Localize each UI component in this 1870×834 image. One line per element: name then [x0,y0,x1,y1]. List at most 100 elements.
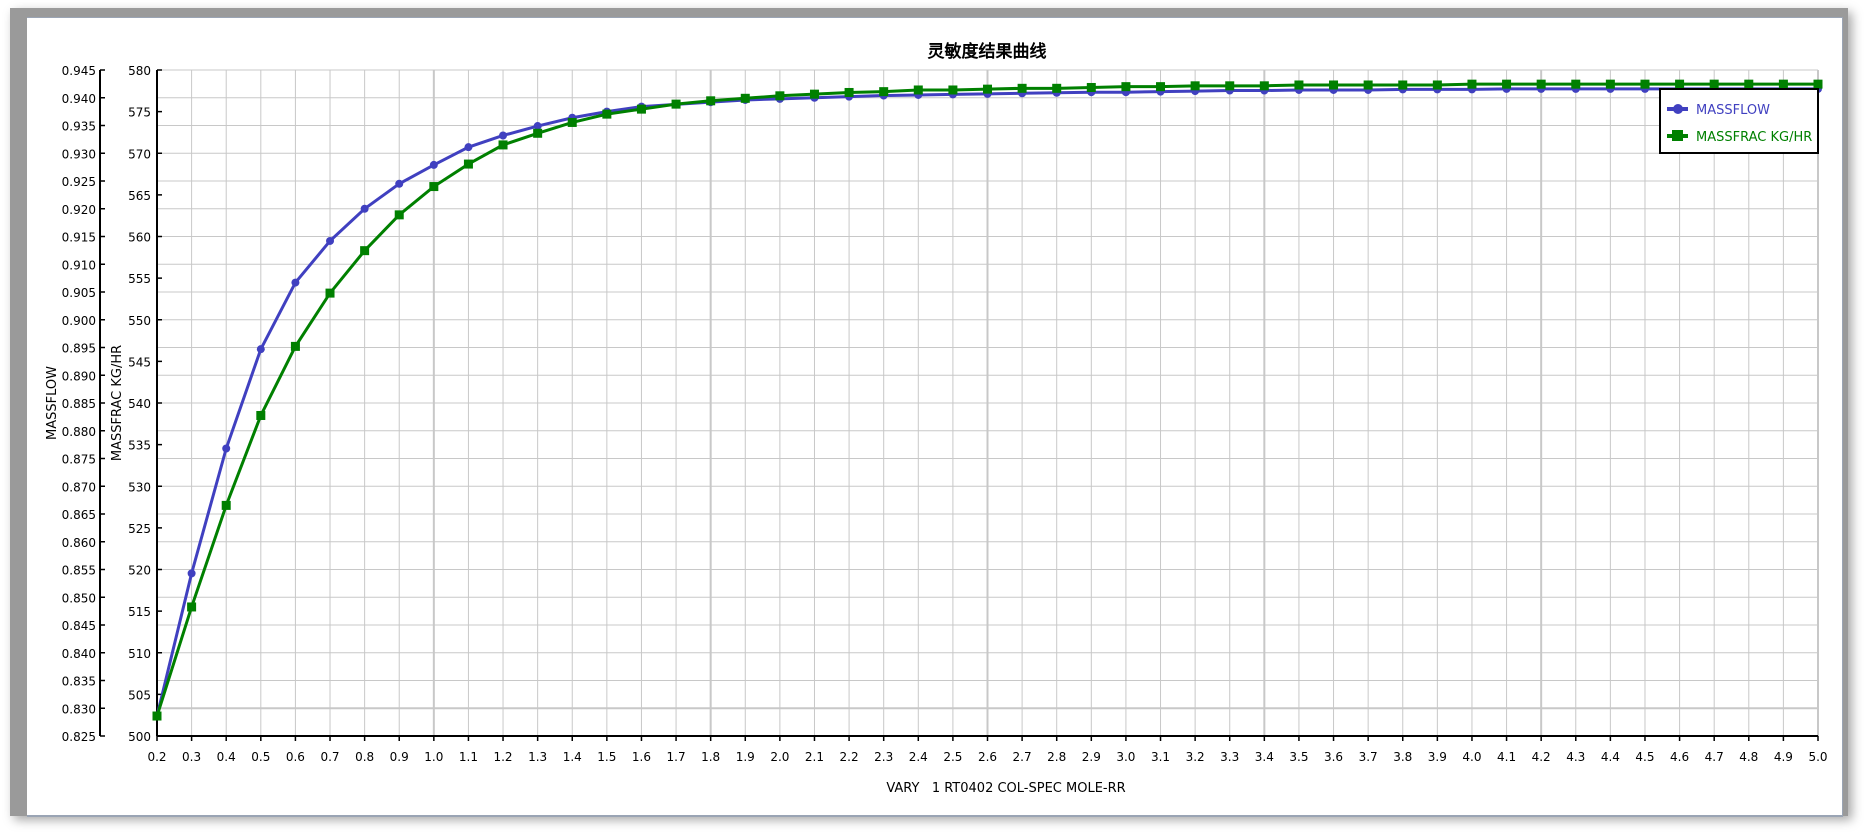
x-tick-label: 2.7 [1013,750,1032,764]
data-point-massfrac [1536,79,1546,89]
x-tick-label: 4.9 [1774,750,1793,764]
data-point-massfrac [1640,79,1650,89]
data-point-massfrac [152,711,162,721]
x-tick-label: 2.9 [1082,750,1101,764]
data-point-massfrac [1190,81,1200,91]
x-tick-label: 1.8 [701,750,720,764]
data-point-massfrac [636,104,646,114]
y-left-tick-label: 0.910 [62,258,96,272]
y-left-tick-label: 0.925 [62,175,96,189]
data-point-massfrac [1778,79,1788,89]
x-tick-label: 4.4 [1601,750,1620,764]
y-right-tick-label: 535 [128,439,151,453]
x-tick-label: 4.7 [1705,750,1724,764]
x-tick-label: 0.2 [147,750,166,764]
y-right-tick-label: 555 [128,272,151,286]
y-left-tick-label: 0.855 [62,564,96,578]
data-point-massfrac [1744,79,1754,89]
x-tick-label: 4.8 [1739,750,1758,764]
x-tick-label: 4.2 [1532,750,1551,764]
y-left-tick-label: 0.865 [62,508,96,522]
data-point-massfrac [1259,81,1269,91]
y-left-tick-label: 0.885 [62,397,96,411]
data-point-massfrac [533,128,543,138]
y-left-tick-label: 0.860 [62,536,96,550]
data-point-massflow [464,143,473,152]
data-point-massfrac [187,602,197,612]
x-tick-label: 4.0 [1462,750,1481,764]
x-tick-label: 5.0 [1808,750,1827,764]
legend-marker-massfrac [1672,130,1683,141]
data-point-massfrac [1156,82,1166,92]
y-right-tick-label: 510 [128,647,151,661]
y-right-tick-label: 570 [128,147,151,161]
y-right-tick-label: 530 [128,480,151,494]
x-tick-label: 1.5 [597,750,616,764]
y-left-tick-label: 0.835 [62,675,96,689]
x-tick-label: 2.8 [1047,750,1066,764]
data-point-massflow [395,179,404,188]
x-tick-label: 2.2 [840,750,859,764]
y-left-tick-label: 0.830 [62,702,96,716]
x-tick-label: 4.6 [1670,750,1689,764]
data-point-massfrac [256,410,266,420]
legend: MASSFLOW MASSFRAC KG/HR [1659,88,1819,154]
x-axis-label: VARY 1 RT0402 COL-SPEC MOLE-RR [886,781,1125,796]
x-tick-label: 3.2 [1186,750,1205,764]
y-left-tick-label: 0.880 [62,425,96,439]
x-tick-label: 3.9 [1428,750,1447,764]
x-tick-label: 1.0 [424,750,443,764]
x-tick-label: 1.2 [493,750,512,764]
data-point-massfrac [1121,82,1131,92]
y-right-tick-label: 545 [128,355,151,369]
x-tick-label: 3.0 [1116,750,1135,764]
x-tick-label: 4.1 [1497,750,1516,764]
data-point-massfrac [394,210,404,220]
data-point-massfrac [706,96,716,106]
y-left-tick-label: 0.845 [62,619,96,633]
x-tick-label: 3.8 [1393,750,1412,764]
x-tick-label: 3.4 [1255,750,1274,764]
data-point-massfrac [463,159,473,169]
y-right-tick-label: 525 [128,522,151,536]
data-point-massfrac [1571,79,1581,89]
x-tick-label: 3.1 [1151,750,1170,764]
data-point-massfrac [844,87,854,97]
y-left-tick-label: 0.850 [62,591,96,605]
y-right-tick-label: 580 [128,64,151,78]
y-left-tick-label: 0.895 [62,342,96,356]
y-left-tick-label: 0.930 [62,147,96,161]
data-point-massfrac [809,89,819,99]
data-point-massfrac [498,140,508,150]
x-tick-label: 4.5 [1635,750,1654,764]
y-left-tick-label: 0.840 [62,647,96,661]
data-point-massfrac [983,84,992,94]
x-tick-label: 1.6 [632,750,651,764]
y-left-tick-label: 0.905 [62,286,96,300]
data-point-massfrac [1294,80,1304,90]
data-point-massflow [222,444,231,453]
data-point-massflow [429,160,438,169]
data-point-massfrac [1398,80,1408,90]
x-tick-label: 1.9 [736,750,755,764]
y-axis-left-label: MASSFLOW [45,366,60,440]
x-tick-label: 0.5 [251,750,270,764]
x-tick-label: 0.9 [390,750,409,764]
data-point-massflow [533,122,542,131]
x-tick-label: 2.1 [805,750,824,764]
x-tick-label: 0.7 [320,750,339,764]
data-point-massflow [499,131,508,140]
y-left-tick-label: 0.945 [62,64,96,78]
x-tick-label: 3.6 [1324,750,1343,764]
y-right-tick-label: 575 [128,106,151,120]
data-point-massfrac [1225,81,1235,91]
x-tick-label: 2.5 [943,750,962,764]
y-left-tick-label: 0.825 [62,730,96,744]
legend-label-massfrac: MASSFRAC KG/HR [1696,130,1812,145]
data-point-massfrac [1363,80,1373,90]
x-tick-label: 3.5 [1289,750,1308,764]
y-left-tick-label: 0.940 [62,92,96,106]
x-tick-label: 0.3 [182,750,201,764]
data-point-massfrac [290,341,300,351]
x-tick-label: 0.6 [286,750,305,764]
